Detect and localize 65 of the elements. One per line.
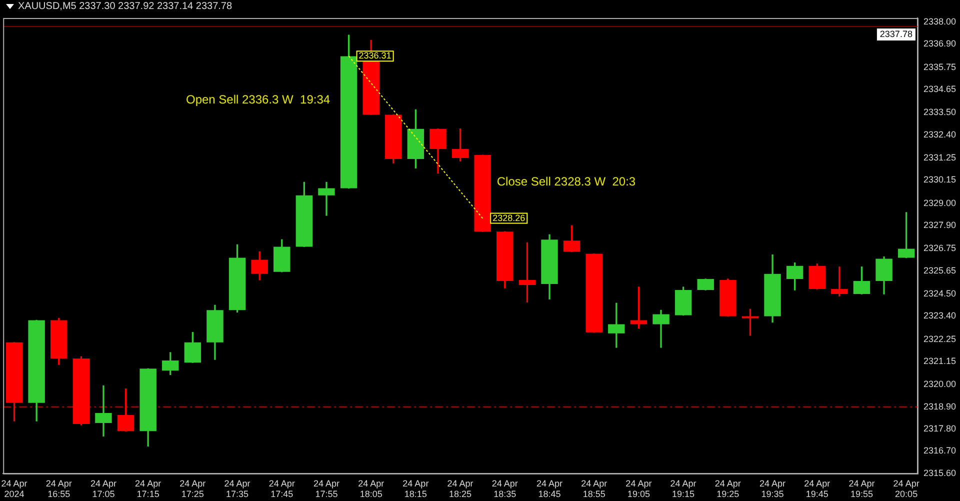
candlestick: [586, 253, 602, 333]
y-tick-label: 2329.00: [923, 198, 956, 208]
x-tick-label: 24 Apr 19:55: [848, 478, 875, 500]
chart-title: XAUUSD,M5 2337.30 2337.92 2337.14 2337.78: [18, 1, 232, 12]
candlestick: [496, 231, 514, 288]
y-tick-label: 2327.90: [923, 220, 956, 230]
y-tick-label: 2320.00: [923, 379, 956, 390]
candlestick: [831, 266, 848, 296]
y-tick-label: 2316.70: [923, 446, 956, 456]
x-tick-label: 24 Apr 19:05: [626, 478, 652, 500]
x-tick-label: 24 Apr 17:55: [313, 478, 340, 500]
x-tick-label: 24 Apr 19:15: [670, 478, 696, 500]
candlestick: [541, 234, 558, 300]
candlestick: [140, 368, 156, 447]
x-tick-label: 24 Apr 17:35: [224, 478, 250, 500]
candlestick: [385, 114, 402, 164]
candlestick: [28, 320, 45, 422]
y-tick-label: 2333.50: [923, 107, 956, 118]
candlestick: [474, 154, 491, 232]
y-tick-label: 2332.40: [923, 129, 956, 140]
y-tick-label: 2330.15: [923, 174, 956, 185]
candlestick: [697, 278, 714, 290]
x-tick-label: 24 Apr 18:05: [358, 478, 384, 500]
candlestick: [652, 310, 670, 348]
x-tick-label: 24 Apr 18:25: [447, 478, 474, 500]
ref-line-label: 2337.78: [880, 28, 912, 39]
candlestick: [72, 356, 90, 426]
x-tick-label: 24 Apr 2024: [1, 478, 28, 500]
candlestick: [608, 302, 625, 348]
x-tick-label: 24 Apr 18:45: [536, 478, 563, 500]
y-tick-label: 2336.90: [923, 38, 956, 49]
x-tick-label: 24 Apr 19:45: [804, 478, 830, 500]
y-tick-label: 2315.60: [923, 468, 956, 478]
candlestick: [808, 264, 826, 290]
x-tick-label: 24 Apr 17:25: [180, 478, 206, 500]
x-tick-label: 24 Apr 17:05: [90, 478, 116, 500]
y-tick-label: 2323.40: [923, 310, 956, 321]
x-tick-label: 24 Apr 17:15: [135, 478, 162, 500]
x-tick-label: 24 Apr 16:55: [46, 478, 72, 500]
candlestick: [898, 212, 915, 258]
x-tick-label: 24 Apr 19:35: [759, 478, 786, 500]
y-tick-label: 2335.75: [923, 62, 956, 72]
y-tick-label: 2321.15: [923, 356, 956, 366]
x-tick-label: 24 Apr 18:55: [581, 478, 608, 500]
y-tick-label: 2331.25: [923, 152, 956, 163]
y-tick-label: 2325.65: [923, 265, 956, 276]
x-tick-label: 24 Apr 17:45: [268, 478, 295, 500]
y-tick-label: 2324.50: [923, 288, 956, 299]
data-label: 2336.31: [358, 50, 392, 61]
y-tick-label: 2318.90: [923, 401, 956, 412]
y-tick-label: 2334.65: [923, 84, 956, 94]
candlestick: [6, 342, 23, 422]
y-tick-label: 2317.80: [923, 424, 956, 434]
x-tick-label: 24 Apr 20:05: [893, 478, 920, 500]
x-tick-label: 24 Apr 19:25: [714, 478, 741, 500]
annotation: Open Sell 2336.3 W 19:34: [186, 92, 330, 106]
annotation: Close Sell 2328.3 W 20:3: [496, 174, 636, 188]
candlestick: [720, 278, 736, 317]
candlestick: [206, 304, 224, 360]
y-tick-label: 2338.00: [923, 16, 956, 27]
x-tick-label: 24 Apr 18:15: [402, 478, 429, 500]
y-tick-label: 2322.25: [923, 334, 956, 344]
x-tick-label: 24 Apr 18:35: [492, 478, 518, 500]
data-label: 2328.26: [492, 212, 526, 223]
y-tick-label: 2326.75: [923, 243, 956, 254]
